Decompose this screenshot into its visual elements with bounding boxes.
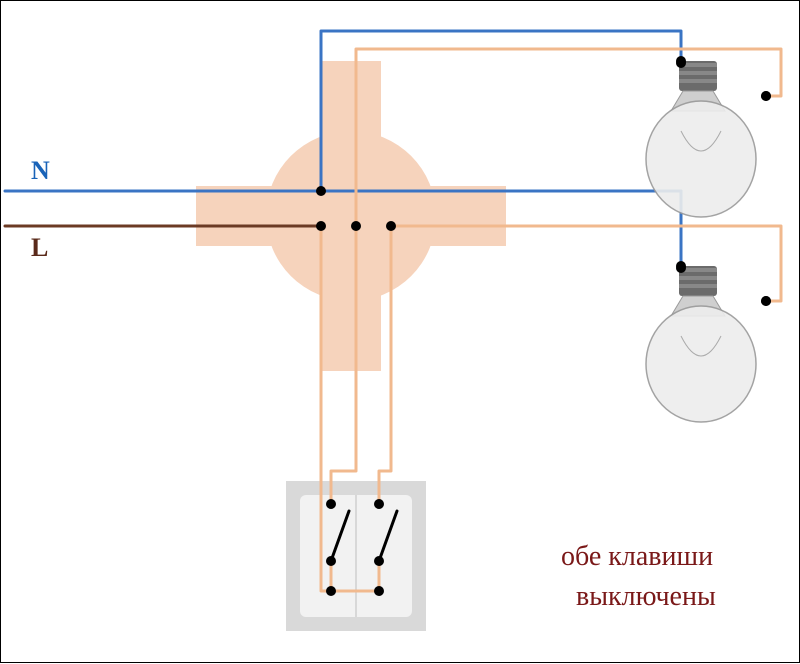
diagram-canvas: N L обе клавиши выключены bbox=[0, 0, 800, 663]
light-bulb-icon bbox=[646, 58, 771, 217]
light-bulb-icon bbox=[646, 263, 771, 422]
double-switch bbox=[286, 481, 426, 631]
junction-box bbox=[196, 61, 506, 371]
diagram-svg bbox=[1, 1, 800, 664]
